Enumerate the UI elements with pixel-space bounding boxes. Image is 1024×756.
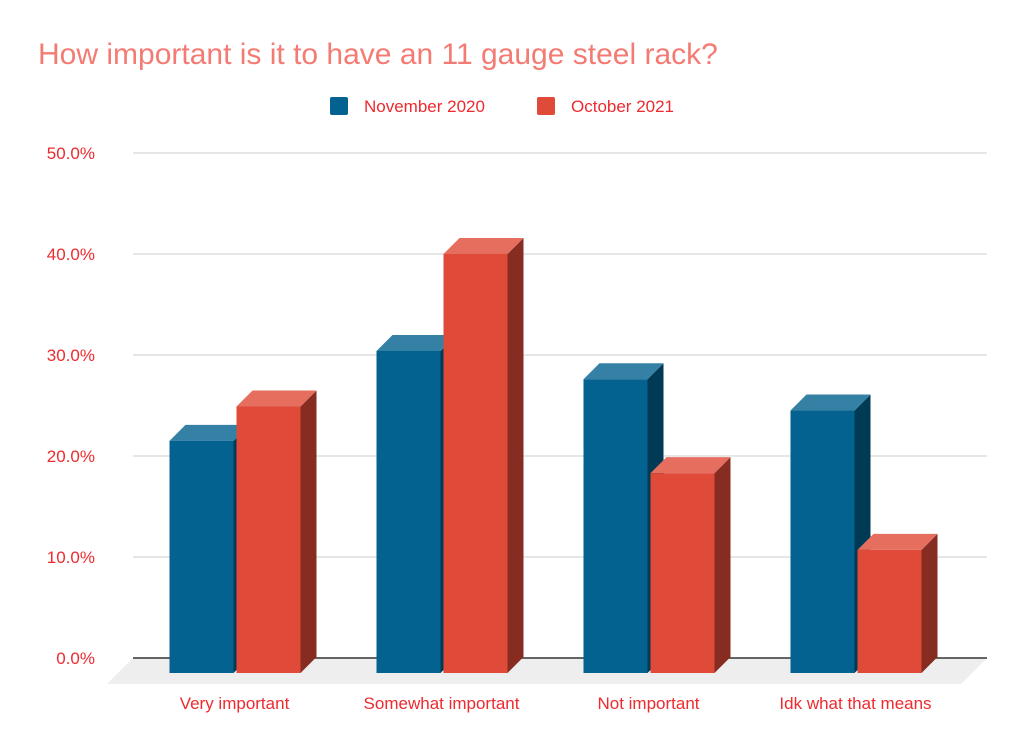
floor (107, 658, 987, 684)
bar-front (169, 440, 234, 673)
bar-top (650, 457, 731, 474)
bar-top (169, 424, 250, 441)
bar-front (583, 379, 648, 673)
legend: November 2020 October 2021 (330, 97, 674, 116)
bar (790, 394, 871, 673)
bar-top (790, 394, 871, 411)
bar-front (376, 350, 441, 673)
y-tick-label: 20.0% (47, 447, 95, 466)
legend-swatch (537, 97, 555, 115)
bar-side (714, 457, 731, 673)
bar (650, 457, 731, 673)
x-tick-label: Very important (180, 694, 290, 713)
bar-side (300, 390, 317, 673)
bar (236, 390, 317, 673)
legend-label: October 2021 (571, 97, 674, 116)
y-tick-label: 50.0% (47, 144, 95, 163)
bar-top (376, 334, 457, 351)
chart-title: How important is it to have an 11 gauge … (38, 38, 718, 71)
bar-front (790, 410, 855, 673)
y-tick-label: 10.0% (47, 548, 95, 567)
bar-side (507, 238, 524, 673)
bar-top (236, 390, 317, 407)
legend-label: November 2020 (364, 97, 485, 116)
y-tick-label: 0.0% (56, 649, 95, 668)
bar-top (583, 363, 664, 380)
bar-front (650, 473, 715, 673)
y-tick-label: 40.0% (47, 245, 95, 264)
bar-front (443, 254, 508, 673)
bar-top (857, 533, 938, 550)
x-tick-label: Not important (597, 694, 699, 713)
x-axis-labels: Very important Somewhat important Not impo… (180, 694, 932, 713)
x-tick-label: Idk what that means (779, 694, 931, 713)
y-tick-label: 30.0% (47, 346, 95, 365)
bar-top (443, 238, 524, 254)
bar-front (236, 406, 301, 673)
bar (857, 533, 938, 673)
bar-side (921, 533, 938, 673)
bar (443, 238, 524, 673)
bars (169, 238, 938, 673)
x-tick-label: Somewhat important (364, 694, 520, 713)
legend-swatch (330, 97, 348, 115)
bar-front (857, 549, 922, 673)
